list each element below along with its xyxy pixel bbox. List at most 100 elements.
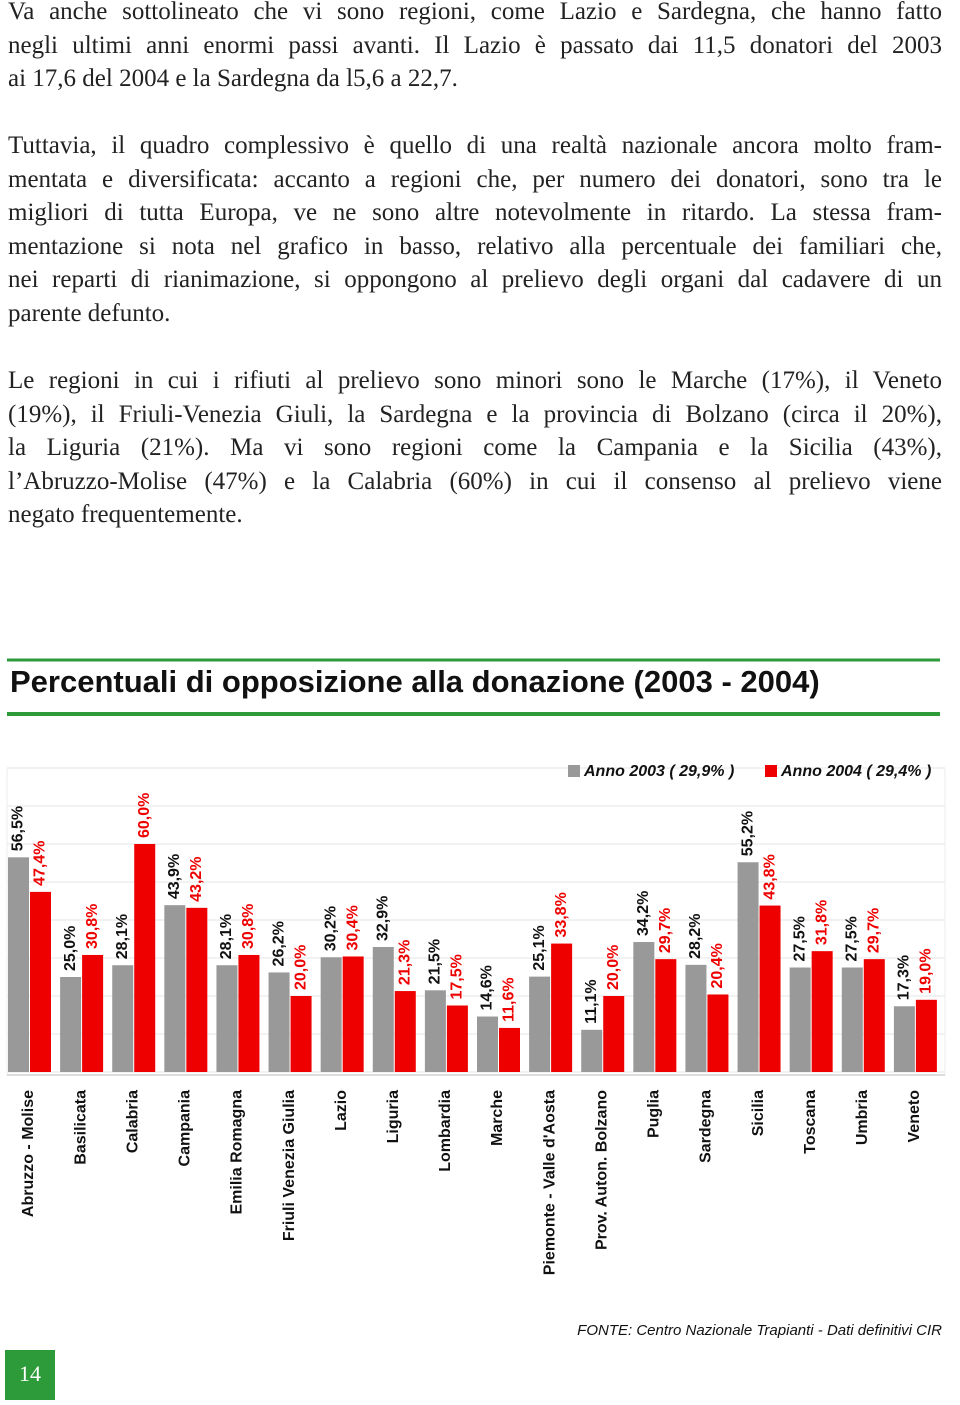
data-label: 21,3% bbox=[396, 940, 413, 985]
text-line: Va anche sottolineato che vi sono region… bbox=[8, 0, 942, 25]
data-label: 47,4% bbox=[32, 841, 49, 886]
bar bbox=[268, 972, 290, 1072]
bar bbox=[342, 956, 364, 1072]
x-tick-label: Umbria bbox=[854, 1090, 871, 1145]
data-label: 60,0% bbox=[136, 793, 153, 838]
x-tick-label: Puglia bbox=[646, 1090, 663, 1138]
data-label: 32,9% bbox=[374, 896, 391, 941]
x-tick-label: Campania bbox=[177, 1090, 194, 1167]
data-label: 17,3% bbox=[896, 955, 913, 1000]
bar bbox=[655, 959, 677, 1072]
bar bbox=[811, 951, 833, 1072]
x-tick-label: Sardegna bbox=[698, 1090, 715, 1163]
bar bbox=[685, 964, 707, 1072]
x-tick-label: Friuli Venezia Giulia bbox=[281, 1090, 298, 1241]
data-label: 31,8% bbox=[813, 900, 830, 945]
legend-label: Anno 2003 ( 29,9% ) bbox=[583, 763, 734, 780]
bar bbox=[164, 905, 186, 1072]
x-tick-label: Basilicata bbox=[72, 1090, 89, 1165]
data-label: 20,0% bbox=[292, 945, 309, 990]
source: FONTE: Centro Nazionale Trapianti - Dati… bbox=[577, 1322, 942, 1339]
text-line: Le regioni in cui i rifiuti al prelievo … bbox=[8, 367, 942, 394]
data-label: 55,2% bbox=[739, 811, 756, 856]
data-label: 26,2% bbox=[270, 921, 287, 966]
data-label: 11,1% bbox=[583, 979, 600, 1023]
x-tick-label: Piemonte - Valle d'Aosta bbox=[541, 1090, 558, 1275]
data-label: 28,2% bbox=[687, 913, 704, 958]
bar bbox=[529, 976, 551, 1072]
data-label: 43,9% bbox=[166, 854, 183, 899]
bar bbox=[394, 991, 416, 1072]
page-number: 14 bbox=[19, 1361, 41, 1386]
bar bbox=[134, 844, 156, 1072]
x-tick-label: Toscana bbox=[802, 1090, 819, 1154]
bar bbox=[290, 996, 312, 1072]
bar bbox=[915, 999, 937, 1072]
data-label: 33,8% bbox=[553, 892, 570, 937]
bar bbox=[8, 857, 29, 1072]
data-label: 56,5% bbox=[10, 806, 27, 851]
data-label: 30,4% bbox=[344, 905, 361, 950]
bar bbox=[30, 891, 51, 1072]
data-label: 20,0% bbox=[605, 945, 622, 990]
data-label: 14,6% bbox=[479, 965, 496, 1010]
bar bbox=[82, 954, 104, 1072]
data-label: 29,7% bbox=[865, 908, 882, 953]
data-label: 28,1% bbox=[114, 914, 131, 959]
page-number-box bbox=[5, 1350, 55, 1400]
data-label: 30,2% bbox=[322, 906, 339, 951]
x-tick-label: Prov. Auton. Bolzano bbox=[593, 1090, 610, 1250]
text-line: l’Abruzzo-Molise (47%) e la Calabria (60… bbox=[8, 467, 942, 495]
text-line: mentazione si nota nel grafico in basso,… bbox=[8, 232, 942, 260]
bar bbox=[893, 1006, 915, 1072]
data-label: 43,8% bbox=[761, 854, 778, 899]
text-line: la Liguria (21%). Ma vi sono regioni com… bbox=[8, 434, 942, 462]
bar bbox=[112, 965, 134, 1072]
text-line: ai 17,6 del 2004 e la Sardegna da l5,6 a… bbox=[8, 65, 458, 93]
bar bbox=[499, 1027, 520, 1072]
data-label: 43,2% bbox=[188, 856, 205, 901]
bar bbox=[186, 907, 208, 1072]
bar bbox=[789, 967, 811, 1072]
bar bbox=[372, 946, 394, 1072]
bar bbox=[633, 942, 655, 1072]
bar bbox=[424, 990, 446, 1072]
text-line: (19%), il Friuli-Venezia Giuli, la Sarde… bbox=[8, 400, 942, 428]
bar bbox=[707, 994, 729, 1072]
data-label: 34,2% bbox=[635, 891, 652, 936]
x-tick-label: Liguria bbox=[385, 1090, 402, 1143]
data-label: 11,6% bbox=[501, 977, 518, 1021]
x-tick-label: Sicilia bbox=[750, 1090, 767, 1136]
data-label: 27,5% bbox=[843, 916, 860, 961]
text-line: negato frequentemente. bbox=[8, 501, 243, 529]
bar bbox=[863, 959, 885, 1072]
legend-label: Anno 2004 ( 29,4% ) bbox=[780, 763, 931, 780]
bar bbox=[841, 967, 863, 1072]
bar bbox=[759, 905, 781, 1072]
bar bbox=[60, 977, 82, 1072]
paragraph: Va anche sottolineato che vi sono region… bbox=[8, 0, 942, 96]
data-label: 30,8% bbox=[84, 904, 101, 949]
data-label: 25,0% bbox=[62, 926, 79, 971]
data-label: 29,7% bbox=[657, 908, 674, 953]
data-label: 30,8% bbox=[240, 904, 257, 949]
x-tick-label: Lombardia bbox=[437, 1090, 454, 1172]
text-line: mentata e diversificata: accanto a regio… bbox=[8, 165, 942, 193]
x-tick-label: Abruzzo - Molise bbox=[20, 1090, 37, 1217]
text-line: nei reparti di rianimazione, si oppongon… bbox=[8, 266, 942, 294]
bar bbox=[216, 965, 238, 1072]
text-line: negli ultimi anni enormi passi avanti. I… bbox=[8, 31, 942, 59]
text-line: migliori di tutta Europa, ve ne sono alt… bbox=[8, 199, 942, 227]
data-label: 27,5% bbox=[791, 916, 808, 961]
bar bbox=[737, 862, 759, 1072]
x-tick-label: Veneto bbox=[906, 1090, 923, 1143]
bar bbox=[551, 943, 573, 1072]
paragraph: Le regioni in cui i rifiuti al prelievo … bbox=[8, 364, 942, 532]
text-line: Tuttavia, il quadro complessivo è quello… bbox=[8, 132, 942, 159]
data-label: 28,1% bbox=[218, 914, 235, 959]
bar bbox=[603, 996, 625, 1072]
bar bbox=[446, 1005, 468, 1072]
x-tick-label: Marche bbox=[489, 1090, 506, 1146]
